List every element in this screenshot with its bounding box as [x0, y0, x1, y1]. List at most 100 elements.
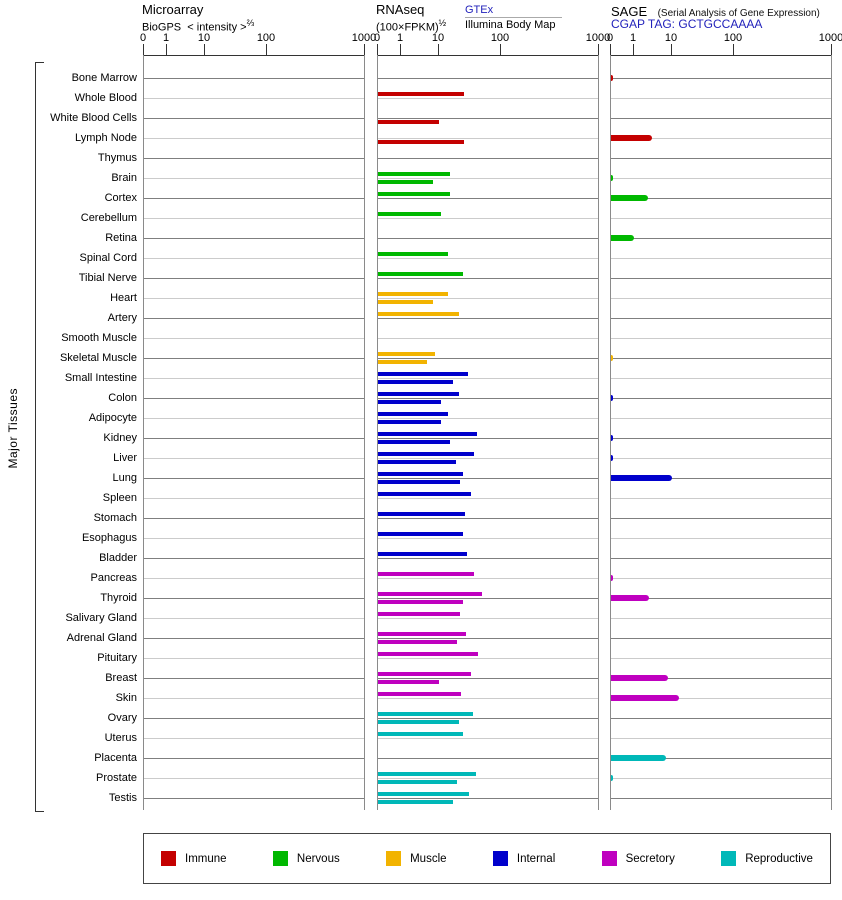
sage-row-line [611, 278, 831, 279]
legend-item-internal: Internal [492, 851, 555, 866]
cgap-tag-link[interactable]: CGAP TAG: GCTGCCAAAA [611, 17, 763, 31]
legend-item-muscle: Muscle [386, 851, 447, 866]
rnaseq-axis-tick-label: 1 [396, 32, 404, 44]
rnaseq-row-line [378, 318, 598, 319]
microarray-row-line [144, 138, 364, 139]
rnaseq-row-line [378, 798, 598, 799]
microarray-row-line [144, 698, 364, 699]
rnaseq-row-line [378, 438, 598, 439]
sage-right-border [831, 55, 832, 810]
rnaseq-subtitle: (100×FPKM)½ [376, 17, 446, 35]
sage-row-line [611, 178, 831, 179]
expression-bar-rnaseq_gtex [378, 312, 459, 316]
expression-bar-sage_cgap [611, 755, 666, 761]
rnaseq-axis-tick [400, 44, 401, 55]
expression-bar-rnaseq_illumina [378, 140, 464, 144]
sage-row-line [611, 298, 831, 299]
microarray-axis-tick [143, 44, 144, 55]
sage-row-line [611, 558, 831, 559]
expression-bar-sage_cgap [611, 575, 613, 581]
expression-bar-sage_cgap [611, 695, 679, 701]
microarray-row-line [144, 638, 364, 639]
sage-axis-tick [671, 44, 672, 55]
tissue-label: Pituitary [97, 652, 137, 664]
rnaseq-row-line [378, 638, 598, 639]
tissue-bracket-top-cap [35, 62, 44, 63]
tissue-label: Spinal Cord [79, 252, 137, 264]
rnaseq-row-line [378, 738, 598, 739]
rnaseq-scale: (100×FPKM) [376, 21, 439, 34]
rnaseq-axis-tick [438, 44, 439, 55]
expression-bar-rnaseq_illumina [378, 440, 450, 444]
sage-row-line [611, 258, 831, 259]
rnaseq-right-border [598, 55, 599, 810]
microarray-source: BioGPS [142, 21, 182, 34]
legend-swatch-immune [161, 851, 176, 866]
expression-bar-rnaseq_illumina [378, 420, 441, 424]
sage-row-line [611, 78, 831, 79]
rnaseq-row-line [378, 538, 598, 539]
expression-bar-sage_cgap [611, 235, 634, 241]
sage-row-line [611, 758, 831, 759]
expression-bar-rnaseq_gtex [378, 172, 450, 176]
microarray-right-border [364, 55, 365, 810]
rnaseq-axis-tick-label: 1000 [585, 32, 611, 44]
rnaseq-row-line [378, 498, 598, 499]
legend-item-secretory: Secretory [601, 851, 675, 866]
expression-bar-rnaseq_illumina [378, 680, 439, 684]
rnaseq-axis-tick [377, 44, 378, 55]
microarray-scale-exponent: ⅔ [246, 18, 255, 28]
expression-bar-rnaseq_gtex [378, 212, 441, 216]
microarray-row-line [144, 198, 364, 199]
legend: Immune Nervous Muscle Internal Secretory Repr… [143, 833, 831, 884]
microarray-row-line [144, 598, 364, 599]
tissue-label: Whole Blood [74, 92, 137, 104]
expression-bar-rnaseq_gtex [378, 572, 474, 576]
rnaseq-row-line [378, 138, 598, 139]
tissue-label: Breast [105, 672, 137, 684]
rnaseq-title: RNAseq [376, 2, 425, 17]
expression-bar-rnaseq_illumina [378, 460, 456, 464]
microarray-row-line [144, 98, 364, 99]
sage-axis-tick-label: 10 [664, 32, 678, 44]
rnaseq-row-line [378, 518, 598, 519]
rnaseq-row-line [378, 678, 598, 679]
expression-bar-rnaseq_illumina [378, 640, 457, 644]
expression-bar-rnaseq_gtex [378, 552, 467, 556]
expression-bar-sage_cgap [611, 355, 613, 361]
sage-row-line [611, 598, 831, 599]
expression-bar-sage_cgap [611, 595, 649, 601]
legend-item-nervous: Nervous [272, 851, 340, 866]
sage-row-line [611, 738, 831, 739]
tissue-label: Skin [115, 692, 137, 704]
rnaseq-row-line [378, 418, 598, 419]
expression-bar-sage_cgap [611, 195, 648, 201]
tissue-label: Lymph Node [75, 132, 137, 144]
microarray-row-line [144, 418, 364, 419]
sage-axis-tick [610, 44, 611, 55]
expression-bar-rnaseq_gtex [378, 612, 460, 616]
tissue-label: Smooth Muscle [61, 332, 137, 344]
sage-row-line [611, 498, 831, 499]
sage-row-line [611, 358, 831, 359]
sage-row-line [611, 238, 831, 239]
sage-row-line [611, 638, 831, 639]
rnaseq-axis-tick [500, 44, 501, 55]
microarray-row-line [144, 618, 364, 619]
tissue-label: Adipocyte [88, 412, 137, 424]
microarray-row-line [144, 258, 364, 259]
tissue-label: Ovary [107, 712, 137, 724]
microarray-row-line [144, 78, 364, 79]
microarray-left-border [143, 55, 144, 810]
expression-bar-sage_cgap [611, 675, 668, 681]
tissue-label: Colon [108, 392, 137, 404]
microarray-axis-line [143, 55, 365, 56]
expression-bar-rnaseq_gtex [378, 532, 463, 536]
microarray-row-line [144, 738, 364, 739]
expression-bar-rnaseq_illumina [378, 120, 439, 124]
expression-bar-sage_cgap [611, 435, 613, 441]
gtex-link[interactable]: GTEx [465, 4, 494, 16]
expression-bar-sage_cgap [611, 75, 613, 81]
rnaseq-row-line [378, 78, 598, 79]
expression-bar-rnaseq_gtex [378, 192, 450, 196]
